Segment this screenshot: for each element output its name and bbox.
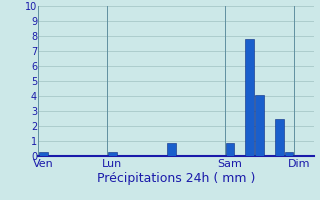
Bar xyxy=(275,118,284,156)
Bar xyxy=(39,152,48,156)
X-axis label: Précipitations 24h ( mm ): Précipitations 24h ( mm ) xyxy=(97,172,255,185)
Bar xyxy=(167,142,175,156)
Bar xyxy=(226,142,235,156)
Bar xyxy=(108,152,116,156)
Bar xyxy=(245,39,254,156)
Bar xyxy=(284,152,293,156)
Bar xyxy=(255,95,264,156)
